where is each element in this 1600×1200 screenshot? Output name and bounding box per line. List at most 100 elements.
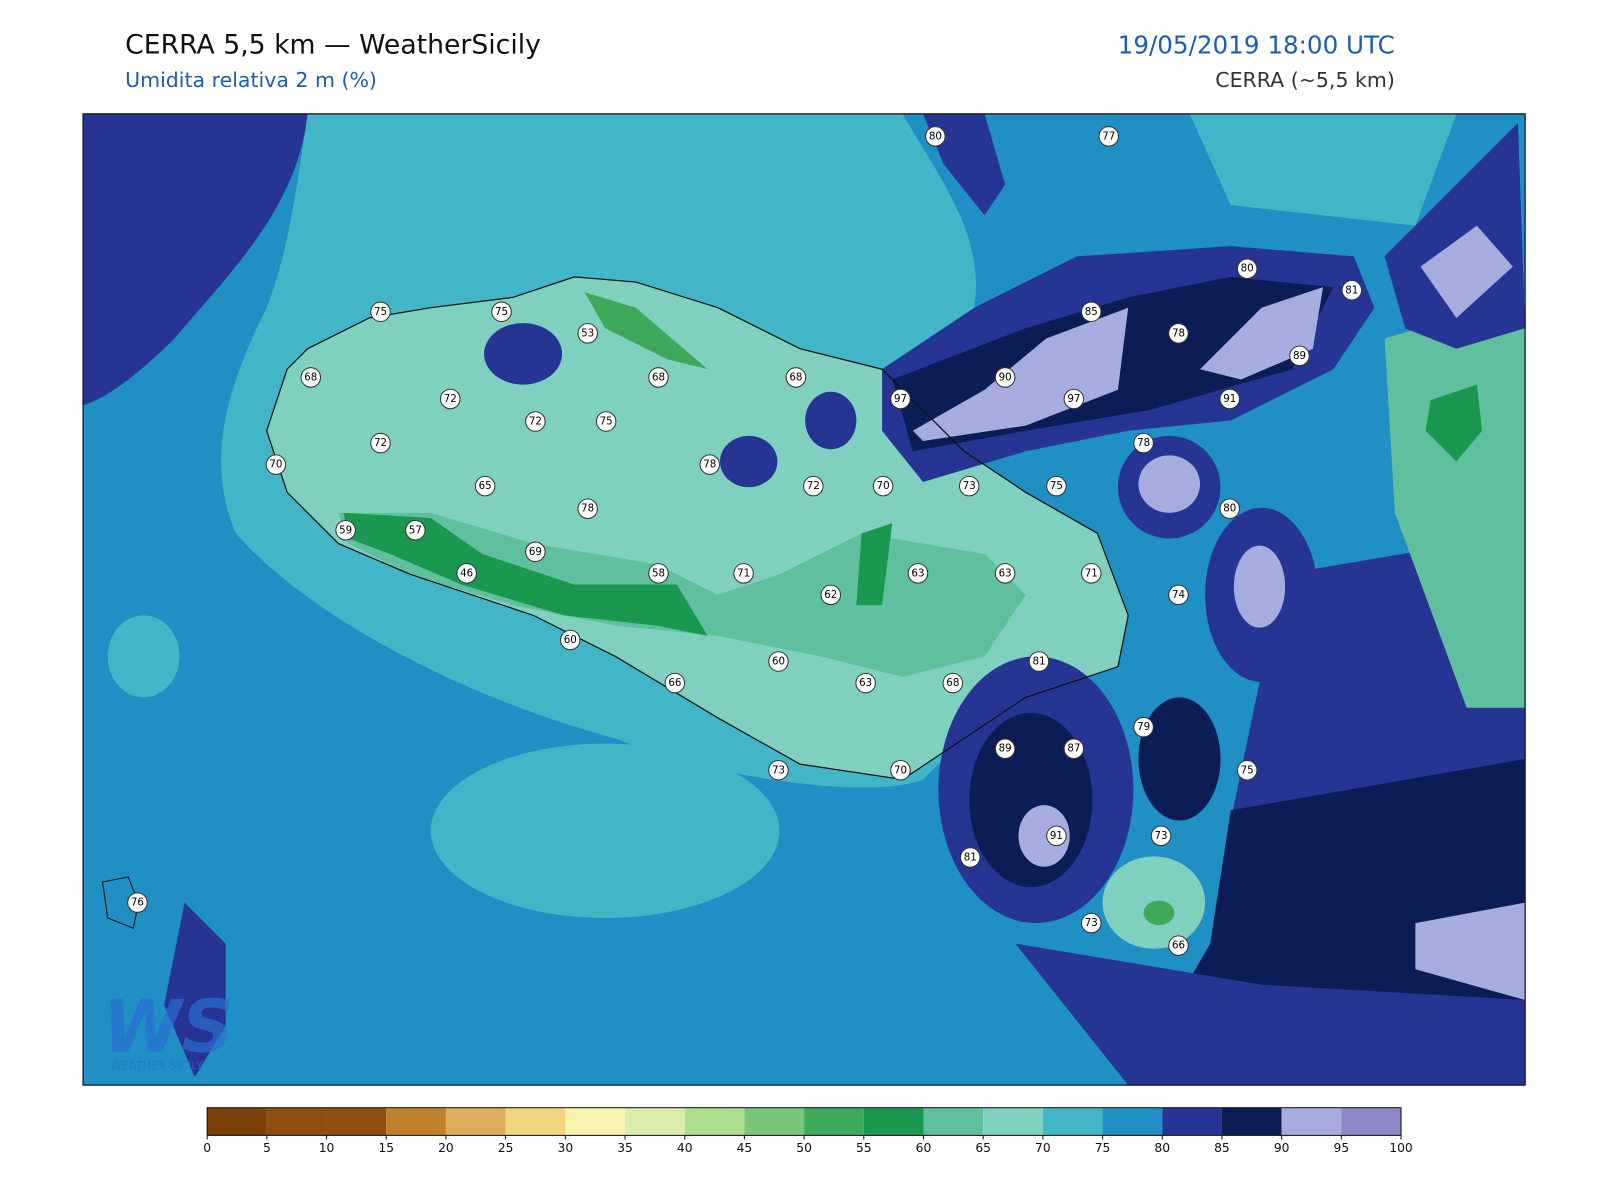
station-marker xyxy=(1063,738,1085,759)
colorbar-segment xyxy=(1162,1107,1222,1136)
station: 71 xyxy=(733,563,754,584)
station: 68 xyxy=(648,367,669,388)
station-value: 57 xyxy=(409,524,422,536)
station: 66 xyxy=(1168,935,1189,956)
map-frame xyxy=(82,113,1526,1086)
station-marker xyxy=(559,629,581,651)
colorbar-segment xyxy=(983,1107,1043,1136)
station: 63 xyxy=(907,563,929,584)
station-marker xyxy=(1098,126,1119,147)
station-marker xyxy=(577,323,598,344)
station-value: 66 xyxy=(1172,940,1185,952)
station-value: 53 xyxy=(581,327,594,339)
station-value: 91 xyxy=(1050,830,1063,842)
colorbar-segment xyxy=(445,1107,506,1136)
colorbar-segment xyxy=(1102,1107,1163,1136)
station-marker xyxy=(994,367,1016,388)
station: 76 xyxy=(127,892,148,913)
colorbar-tick-label: 40 xyxy=(677,1141,693,1155)
station: 74 xyxy=(1168,584,1189,606)
station-marker xyxy=(768,651,789,672)
station-marker xyxy=(803,475,824,497)
station-marker xyxy=(370,432,391,454)
station-marker xyxy=(925,126,946,147)
station-marker xyxy=(1219,498,1240,519)
station: 63 xyxy=(994,563,1016,584)
colorbar-segment xyxy=(923,1107,984,1136)
station: 59 xyxy=(335,519,356,541)
station-marker xyxy=(1219,388,1240,410)
datetime: 19/05/2019 18:00 UTC xyxy=(1118,30,1395,59)
station: 57 xyxy=(405,519,426,541)
station: 71 xyxy=(1081,563,1102,584)
station-value: 46 xyxy=(460,567,473,579)
title: CERRA 5,5 km — WeatherSicily xyxy=(125,29,541,60)
station: 75 xyxy=(595,411,617,432)
station-marker xyxy=(664,672,686,694)
colorbar-segment xyxy=(1221,1107,1282,1136)
station: 91 xyxy=(1219,388,1240,410)
station-marker xyxy=(648,563,669,584)
station: 75 xyxy=(1046,475,1067,497)
station-value: 74 xyxy=(1172,589,1185,601)
station-marker xyxy=(595,411,617,432)
colorbar-tick-label: 45 xyxy=(737,1141,753,1155)
station: 62 xyxy=(820,584,842,606)
station-value: 75 xyxy=(374,306,387,318)
station-marker xyxy=(127,892,148,913)
colorbar-tick-label: 35 xyxy=(617,1141,633,1155)
station-marker xyxy=(733,563,754,584)
station-value: 63 xyxy=(911,567,924,579)
station-value: 77 xyxy=(1102,130,1115,142)
station-marker xyxy=(1081,912,1102,934)
station-marker xyxy=(907,563,929,584)
station-value: 70 xyxy=(877,480,890,492)
colorbar-segment xyxy=(207,1107,267,1136)
station-value: 90 xyxy=(999,371,1012,383)
station-marker xyxy=(1133,716,1154,738)
station-value: 78 xyxy=(703,459,716,471)
station-marker xyxy=(1168,935,1189,956)
station-marker xyxy=(1289,345,1310,367)
station-marker xyxy=(699,454,720,475)
station: 73 xyxy=(768,759,789,781)
station-value: 72 xyxy=(529,416,542,428)
colorbar-segment xyxy=(1341,1107,1402,1136)
station: 81 xyxy=(1341,279,1363,301)
station: 78 xyxy=(699,454,720,475)
station-marker xyxy=(1168,323,1189,344)
station: 91 xyxy=(1046,825,1067,847)
station-marker xyxy=(491,301,512,323)
station-marker xyxy=(1046,825,1067,847)
station: 80 xyxy=(925,126,946,147)
station-value: 63 xyxy=(999,567,1012,579)
station-value: 68 xyxy=(304,371,317,383)
station-marker xyxy=(456,563,477,584)
station: 72 xyxy=(370,432,391,454)
station-value: 75 xyxy=(495,306,508,318)
logo: WS WEATHER SICILY xyxy=(103,984,234,1072)
station-value: 78 xyxy=(1137,437,1150,449)
colorbar-tick-label: 50 xyxy=(796,1141,812,1155)
colorbar-segment xyxy=(744,1107,805,1136)
station: 72 xyxy=(803,475,824,497)
station: 97 xyxy=(1063,388,1085,410)
station-value: 73 xyxy=(1155,830,1168,842)
station: 85 xyxy=(1081,301,1102,323)
colorbar-tick-label: 0 xyxy=(203,1141,211,1155)
station-marker xyxy=(405,519,426,541)
station: 68 xyxy=(942,672,964,694)
station: 66 xyxy=(664,672,686,694)
station-value: 81 xyxy=(1032,656,1045,668)
colorbar-segment xyxy=(505,1107,566,1136)
colorbar-tick-label: 90 xyxy=(1274,1141,1290,1155)
station: 87 xyxy=(1063,738,1085,759)
station-value: 81 xyxy=(1345,284,1358,296)
station-value: 87 xyxy=(1067,743,1080,755)
model-label: CERRA (~5,5 km) xyxy=(1215,68,1395,92)
station-marker xyxy=(994,738,1016,759)
colorbar-tick-label: 95 xyxy=(1334,1141,1350,1155)
colorbar-tick-label: 25 xyxy=(498,1141,514,1155)
station-marker xyxy=(890,759,911,781)
